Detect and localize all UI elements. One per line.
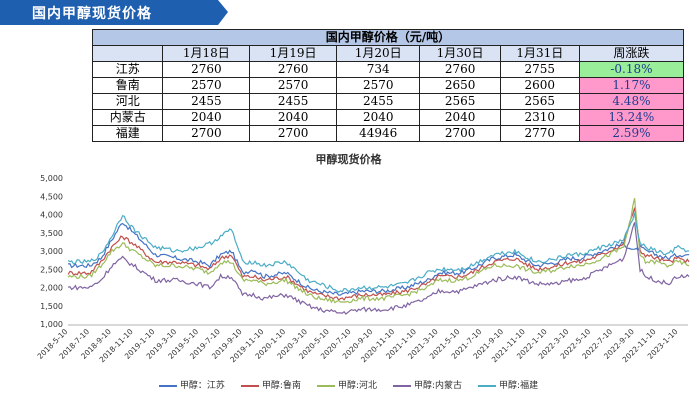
series-line (67, 212, 690, 293)
legend-label: 甲醇:河北 (337, 381, 377, 391)
legend-label: 甲醇：江苏 (179, 381, 225, 391)
price-cell: 2755 (499, 61, 580, 78)
column-header: 1月31日 (499, 45, 580, 62)
legend-item: 甲醇:内蒙古 (393, 378, 462, 391)
legend-swatch (158, 384, 177, 387)
banner-title: 国内甲醇现货价格 (32, 6, 152, 22)
legend-item: 甲醇:河北 (316, 378, 377, 391)
y-tick-label: 5,000 (40, 174, 63, 183)
region-cell: 内蒙古 (91, 109, 164, 126)
change-cell: 2.59% (578, 125, 685, 142)
legend-label: 甲醇:福建 (499, 381, 539, 391)
series-line (67, 207, 690, 301)
column-header: 1月30日 (419, 45, 501, 62)
price-table: 国内甲醇价格（元/吨） 1月18日 1月19日 1月20日 1月30日 1月31… (91, 29, 685, 142)
y-tick-label: 2,000 (40, 284, 63, 293)
legend-item: 甲醇：江苏 (158, 378, 225, 391)
table-header-row: 1月18日 1月19日 1月20日 1月30日 1月31日 周涨跌 (91, 45, 685, 62)
column-header: 周涨跌 (578, 45, 685, 62)
legend-swatch (478, 384, 497, 387)
table-row: 河北 2455 2455 2455 2565 2565 4.48% (91, 93, 685, 110)
price-cell: 2760 (162, 61, 251, 78)
chart-legend: 甲醇：江苏 甲醇:鲁南 甲醇:河北 甲醇:内蒙古 甲醇:福建 (0, 378, 697, 391)
y-tick-label: 4,500 (40, 192, 63, 201)
region-cell: 江苏 (91, 61, 164, 78)
legend-item: 甲醇:鲁南 (240, 378, 301, 391)
price-cell: 2455 (249, 93, 337, 110)
price-cell: 2455 (335, 93, 421, 110)
series-line (67, 198, 690, 304)
banner-shape (0, 0, 228, 25)
column-header: 1月20日 (335, 45, 421, 62)
price-cell: 44946 (335, 125, 421, 142)
legend-label: 甲醇:内蒙古 (414, 381, 463, 391)
table-row: 鲁南 2570 2570 2570 2650 2600 1.17% (91, 77, 685, 94)
price-cell: 2700 (419, 125, 501, 142)
series-line (68, 222, 690, 315)
price-cell: 2040 (419, 109, 501, 126)
y-tick-label: 4,000 (40, 211, 63, 220)
price-cell: 2760 (249, 61, 337, 78)
table-row: 江苏 2760 2760 734 2760 2755 -0.18% (91, 61, 685, 78)
table-header-blank (91, 45, 164, 62)
table-row: 内蒙古 2040 2040 2040 2040 2310 13.24% (91, 109, 685, 126)
legend-swatch (240, 384, 259, 387)
y-tick-label: 1,500 (40, 302, 63, 311)
legend-swatch (393, 384, 411, 387)
y-tick-label: 3,500 (40, 229, 63, 238)
table-row: 福建 2700 2700 44946 2700 2770 2.59% (91, 125, 685, 142)
price-cell: 2310 (499, 109, 580, 126)
series-line (68, 222, 690, 296)
section-banner (0, 0, 228, 25)
y-tick-label: 3,000 (40, 247, 63, 256)
legend-swatch (316, 384, 335, 387)
y-tick-label: 1,000 (40, 320, 63, 329)
column-header: 1月18日 (162, 45, 251, 62)
y-tick-label: 2,500 (40, 265, 63, 274)
region-cell: 福建 (91, 125, 164, 142)
price-cell: 2570 (249, 77, 337, 94)
chart-title: 甲醇现货价格 (315, 153, 382, 166)
price-cell: 2700 (162, 125, 251, 142)
price-cell: 734 (335, 61, 421, 78)
legend-label: 甲醇:鲁南 (261, 381, 301, 391)
price-cell: 2770 (499, 125, 580, 142)
legend-item: 甲醇:福建 (478, 378, 538, 391)
table-title: 国内甲醇价格（元/吨） (92, 29, 684, 46)
region-cell: 河北 (91, 93, 164, 110)
